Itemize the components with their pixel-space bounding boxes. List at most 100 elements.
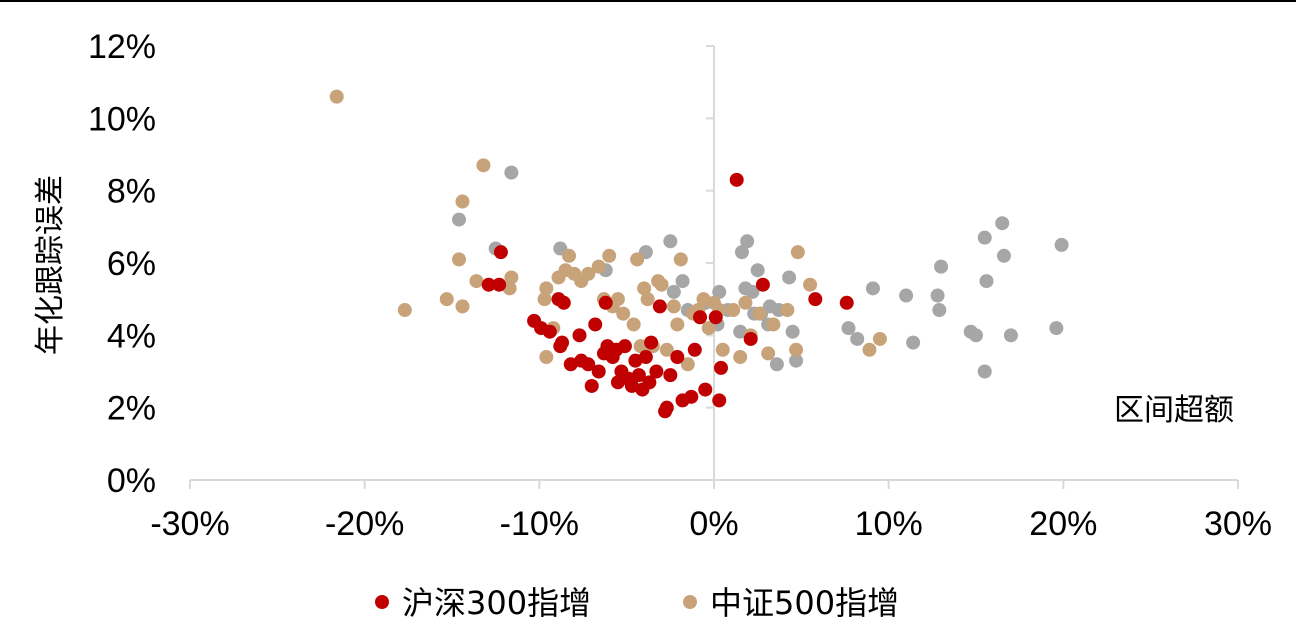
data-point xyxy=(930,288,945,303)
data-point xyxy=(631,368,646,383)
data-point xyxy=(617,339,632,354)
data-point xyxy=(752,306,767,321)
data-point xyxy=(932,303,947,318)
data-point xyxy=(640,292,655,307)
data-point xyxy=(598,295,613,310)
data-point xyxy=(729,172,744,187)
data-point xyxy=(766,317,781,332)
data-point xyxy=(455,194,470,209)
data-point xyxy=(740,234,755,249)
data-point xyxy=(572,328,587,343)
data-point xyxy=(602,248,617,263)
data-point xyxy=(581,357,596,372)
data-point xyxy=(673,252,688,267)
x-tick-label: -20% xyxy=(325,505,404,543)
data-point xyxy=(712,284,727,299)
legend-marker-zz500 xyxy=(683,595,697,609)
x-tick-label: -30% xyxy=(150,505,229,543)
data-point xyxy=(969,328,983,343)
data-point xyxy=(899,288,914,303)
data-point xyxy=(663,368,678,383)
data-point xyxy=(755,277,770,292)
data-point xyxy=(745,284,760,299)
data-point xyxy=(906,335,921,350)
data-point xyxy=(537,292,552,307)
data-point xyxy=(659,342,674,357)
data-point xyxy=(701,321,716,336)
data-point xyxy=(977,230,992,245)
data-point xyxy=(862,342,877,357)
legend-label-zz500: 中证500指增 xyxy=(710,584,899,622)
data-point xyxy=(670,317,685,332)
data-point xyxy=(630,252,645,267)
data-point xyxy=(539,281,554,296)
y-tick-label: 4% xyxy=(107,317,156,355)
legend-label-hs300: 沪深300指增 xyxy=(402,584,591,622)
data-point xyxy=(743,331,758,346)
y-axis-title: 年化跟踪误差 xyxy=(33,175,68,355)
points-layer xyxy=(329,89,1069,419)
data-point xyxy=(780,303,795,318)
data-point xyxy=(1054,237,1069,252)
data-point xyxy=(782,270,797,285)
data-point xyxy=(539,350,554,365)
data-point xyxy=(493,245,508,260)
x-tick-label: -10% xyxy=(500,505,579,543)
data-point xyxy=(476,158,491,173)
x-tick-label: 0% xyxy=(689,505,738,543)
data-point xyxy=(542,324,557,339)
data-point xyxy=(584,378,599,393)
data-point xyxy=(977,364,992,379)
data-point xyxy=(581,266,596,281)
data-point xyxy=(790,245,805,260)
data-point xyxy=(850,331,865,346)
data-point xyxy=(610,292,625,307)
data-point xyxy=(492,277,507,292)
y-tick-label: 0% xyxy=(107,462,156,500)
data-point xyxy=(726,303,741,318)
data-point xyxy=(504,270,519,285)
data-point xyxy=(995,216,1010,231)
data-point xyxy=(659,400,674,415)
data-point xyxy=(698,382,713,397)
y-tick-label: 10% xyxy=(88,100,156,138)
data-point xyxy=(469,274,484,289)
data-point xyxy=(666,284,681,299)
data-point xyxy=(839,295,854,310)
data-point xyxy=(670,350,685,365)
y-tick-label: 2% xyxy=(107,390,156,428)
data-point xyxy=(616,306,631,321)
data-point xyxy=(649,364,664,379)
data-point xyxy=(642,375,657,390)
data-point xyxy=(329,89,344,104)
data-point xyxy=(591,364,606,379)
x-tick-label: 30% xyxy=(1204,505,1272,543)
y-tick-label: 12% xyxy=(88,28,156,66)
data-point xyxy=(588,317,603,332)
data-point xyxy=(713,360,728,375)
y-tick-label: 6% xyxy=(107,245,156,283)
data-point xyxy=(451,252,466,267)
data-point xyxy=(397,303,412,318)
data-point xyxy=(626,317,641,332)
data-point xyxy=(785,324,800,339)
data-point xyxy=(996,248,1011,263)
data-point xyxy=(439,292,454,307)
legend: 沪深300指增 中证500指增 xyxy=(375,584,899,622)
data-point xyxy=(841,321,856,336)
data-point xyxy=(733,350,748,365)
data-point xyxy=(451,212,466,227)
data-point xyxy=(715,342,730,357)
data-point xyxy=(684,389,699,404)
data-point xyxy=(591,259,606,274)
data-point xyxy=(644,335,659,350)
data-point xyxy=(504,165,519,180)
x-axis-title: 区间超额 xyxy=(1114,393,1234,428)
data-point xyxy=(712,393,727,408)
data-point xyxy=(1003,328,1018,343)
x-tick-label: 10% xyxy=(855,505,923,543)
data-point xyxy=(562,248,577,263)
data-point xyxy=(675,274,690,289)
